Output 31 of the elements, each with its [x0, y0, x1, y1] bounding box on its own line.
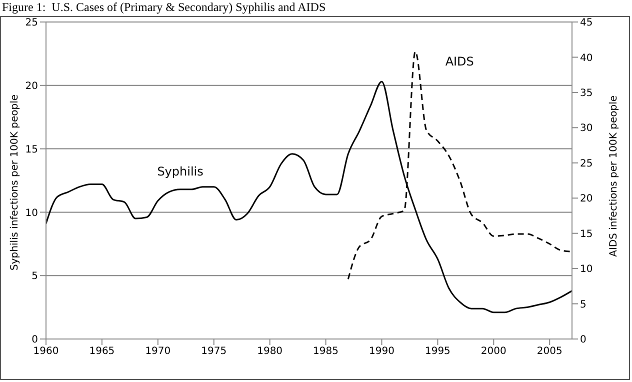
- series-label: Syphilis: [157, 164, 204, 178]
- x-tick-label: 2000: [480, 346, 506, 358]
- y-axis-title: Syphilis infections per 100K people: [10, 94, 21, 270]
- y2-tick-label: 15: [580, 228, 593, 240]
- y2-tick-label: 5: [580, 299, 586, 310]
- x-tick-label: 1975: [201, 346, 227, 358]
- x-tick-label: 1995: [424, 346, 450, 358]
- text: AIDS: [445, 54, 474, 69]
- y-tick-label: 15: [25, 144, 38, 156]
- chart-title: Figure 1: U.S. Cases of (Primary & Secondary) Syphilis and AIDS: [2, 0, 326, 14]
- y-tick-label: 5: [32, 271, 38, 282]
- y2-axis-title: AIDS infections per 100K people: [608, 96, 620, 257]
- y2-tick-label: 45: [580, 18, 593, 29]
- x-tick-label: 1960: [33, 346, 59, 358]
- y2-tick-label: 10: [580, 264, 593, 276]
- y2-tick-label: 35: [580, 88, 593, 99]
- y2-tick-label: 40: [580, 52, 593, 64]
- x-tick-label: 2005: [536, 346, 562, 358]
- y2-tick-label: 30: [580, 123, 593, 134]
- x-tick-label: 1965: [89, 346, 115, 358]
- x-tick-label: 1980: [257, 346, 283, 358]
- y2-tick-label: 25: [580, 158, 593, 170]
- y2-tick-label: 0: [580, 334, 586, 346]
- y-tick-label: 0: [32, 334, 38, 346]
- x-tick-label: 1985: [313, 346, 339, 358]
- x-tick-label: 1990: [369, 346, 394, 358]
- y2-tick-label: 20: [580, 194, 593, 205]
- y-tick-label: 20: [25, 80, 38, 92]
- y-tick-label: 10: [25, 208, 38, 219]
- y-tick-label: 25: [25, 18, 38, 29]
- x-tick-label: 1970: [145, 346, 171, 358]
